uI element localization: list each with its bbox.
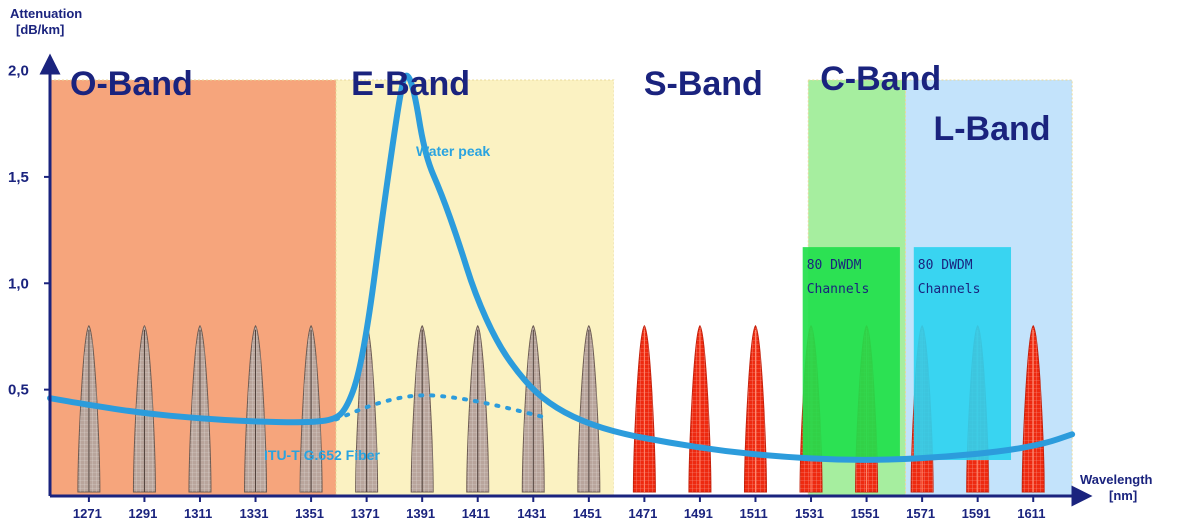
dwdm-box-2-line2: Channels [918, 282, 981, 297]
x-tick-label-5: 1371 [351, 506, 380, 521]
x-axis-title-line2: [nm] [1109, 488, 1138, 503]
y-axis-title-line2: [dB/km] [16, 22, 65, 37]
x-tick-label-17: 1611 [1017, 506, 1045, 521]
x-tick-label-9: 1451 [573, 506, 602, 521]
y-axis-title-line1: Attenuation [10, 6, 83, 21]
x-tick-label-7: 1411 [462, 506, 490, 521]
x-tick-label-14: 1551 [851, 506, 880, 521]
dwdm-box-1-line1: 80 DWDM [807, 258, 862, 273]
band-label-c-band: C-Band [820, 60, 941, 98]
y-tick-label-0: 0,5 [8, 382, 29, 399]
dwdm-box-1 [802, 247, 900, 460]
x-tick-label-16: 1591 [962, 506, 991, 521]
dwdm-box-2 [913, 247, 1012, 460]
x-axis-title-line1: Wavelength [1080, 472, 1153, 487]
labels-layer: O-Band E-Band S-Band C-Band L-Band Water peak… [70, 60, 1051, 463]
y-tick-label-3: 2,0 [8, 63, 29, 80]
water-peak-annotation: Water peak [416, 143, 490, 159]
x-tick-label-11: 1491 [684, 506, 713, 521]
x-tick-label-2: 1311 [184, 506, 212, 521]
y-tick-label-2: 1,5 [8, 169, 29, 186]
x-tick-label-12: 1511 [739, 506, 767, 521]
y-axis-title: Attenuation [dB/km] [10, 6, 82, 38]
band-label-s-band: S-Band [644, 65, 763, 103]
x-tick-label-0: 1271 [73, 506, 102, 521]
x-tick-label-13: 1531 [795, 506, 824, 521]
dwdm-box-2-line1: 80 DWDM [918, 258, 973, 273]
band-label-o-band: O-Band [70, 65, 193, 103]
curve-low-water-peak [334, 393, 547, 422]
curves-layer [47, 72, 1076, 463]
fiber-annotation: ITU-T G.652 Fiber [264, 447, 380, 463]
dwdm-boxes-layer: 80 DWDM Channels 80 DWDM Channels [802, 247, 1012, 460]
y-tick-label-1: 1,0 [8, 275, 29, 292]
x-tick-label-1: 1291 [128, 506, 157, 521]
x-tick-label-10: 1471 [628, 506, 657, 521]
x-tick-label-6: 1391 [406, 506, 435, 521]
x-tick-label-8: 1431 [517, 506, 546, 521]
x-tick-label-4: 1351 [295, 506, 324, 521]
x-tick-label-3: 1331 [240, 506, 269, 521]
curve-g652-fiber [47, 72, 1076, 463]
x-tick-label-15: 1571 [906, 506, 935, 521]
band-label-e-band: E-Band [351, 65, 470, 103]
band-label-l-band: L-Band [933, 110, 1050, 148]
axes-layer: 0,5 1,0 1,5 2,0 1271 1291 1311 1331 1351 1371 1391… [8, 53, 1093, 521]
x-axis-title: Wavelength [nm] [1080, 472, 1152, 504]
dwdm-box-1-line2: Channels [807, 282, 870, 297]
